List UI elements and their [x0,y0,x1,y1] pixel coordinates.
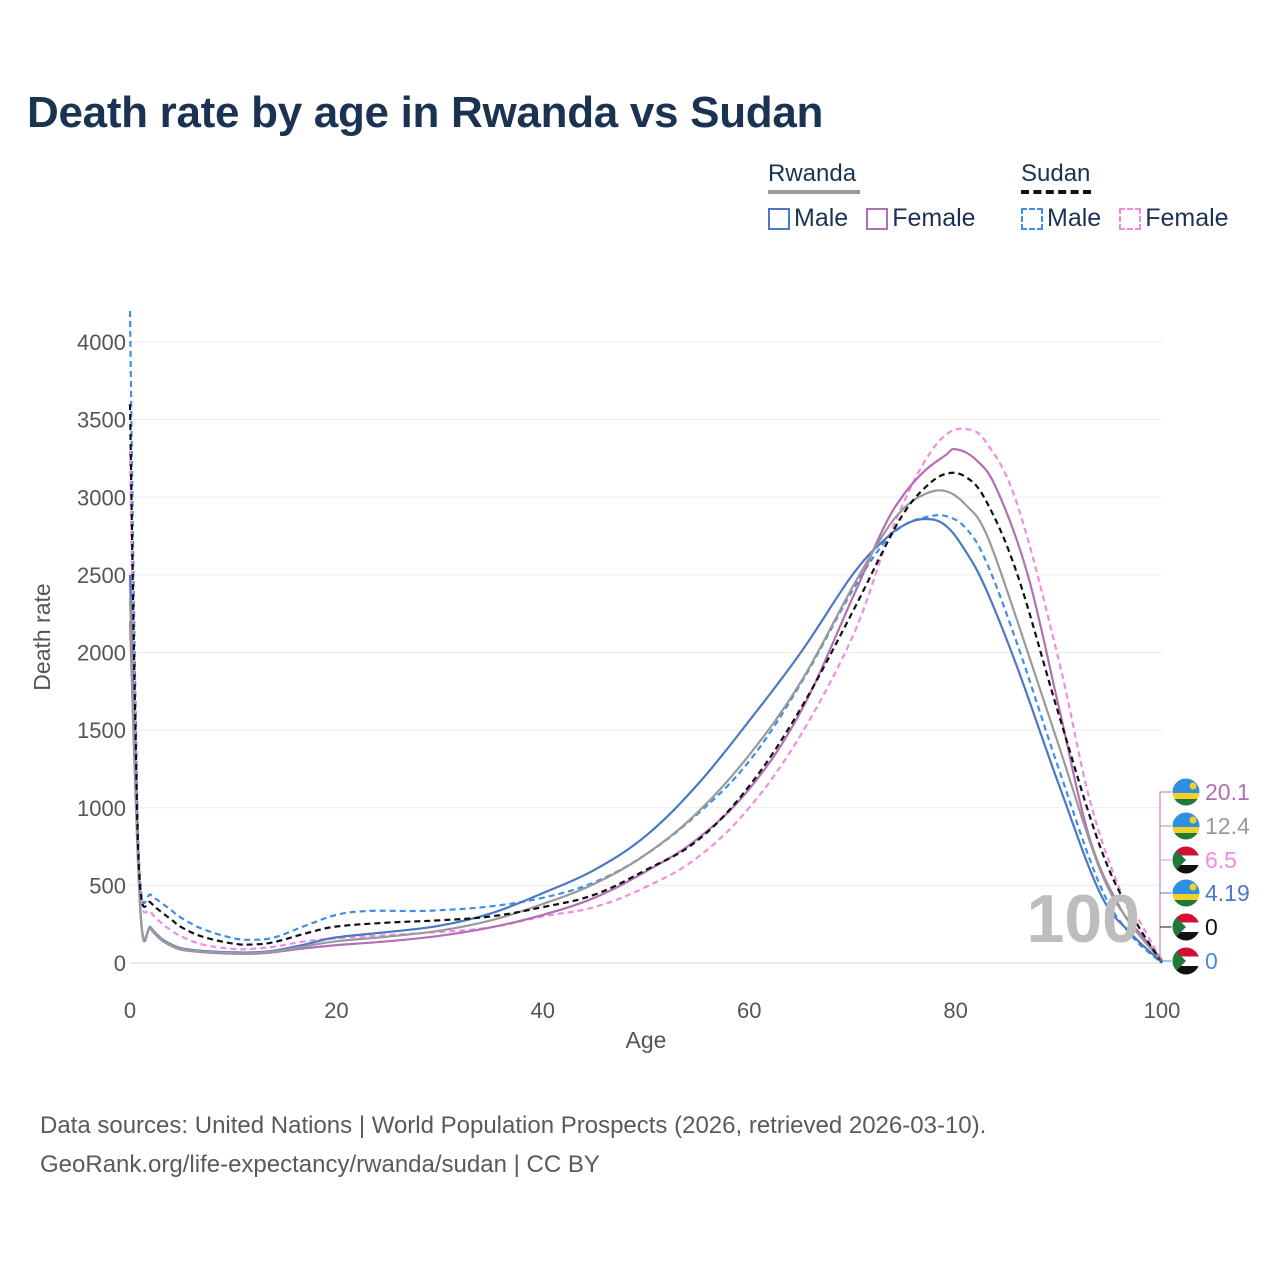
sudan-flag-icon [1171,912,1201,942]
grid [130,341,1162,964]
legend-rwanda-line [768,190,860,194]
x-tick-label: 0 [124,998,136,1023]
legend-sudan-male-swatch [1021,207,1043,230]
rwanda-flag-icon [1171,878,1201,908]
y-tick-label: 500 [89,873,126,898]
end-value-label: 6.5 [1205,847,1237,873]
end-value-label: 0 [1205,914,1218,940]
sudan-flag-icon [1171,946,1201,976]
series-line-rwanda-female[interactable] [128,447,1163,961]
age-readout: 100 [1027,881,1140,957]
legend-rwanda-female-swatch [866,207,889,230]
y-tick-label: 4000 [77,330,126,355]
series-lines [128,310,1163,964]
series-line-sudan-total[interactable] [128,404,1163,964]
legend-sudan-female[interactable]: Female [1119,204,1229,233]
footer-sources: Data sources: United Nations | World Pop… [40,1112,987,1139]
legend-rwanda-female[interactable]: Female [866,204,976,233]
legend-sudan: Sudan Male Female [1021,160,1229,233]
y-tick-label: 1000 [77,796,126,821]
legend-rwanda: Rwanda Male Female [768,160,976,233]
legend-rwanda-male-label: Male [794,204,849,232]
legend-rwanda-female-label: Female [892,204,976,232]
x-tick-label: 80 [943,998,967,1023]
legend-rwanda-male-swatch [768,207,790,230]
y-tick-label: 2500 [77,563,126,588]
end-value-label: 20.1 [1205,779,1250,805]
footer: Data sources: United Nations | World Pop… [40,1106,986,1184]
rwanda-flag-icon [1171,777,1201,807]
end-value-label: 0 [1205,948,1218,974]
legend-rwanda-label: Rwanda [768,160,857,187]
legend-sudan-male[interactable]: Male [1021,204,1101,233]
end-labels: 20.1 12.4 6.5 4.19 0 0 [1159,777,1250,976]
legend-sudan-label: Sudan [1021,160,1091,187]
axes: 0 500 1000 1500 2000 2500 3000 3500 4000 0 20 40 60 8… [29,330,1180,1053]
sudan-flag-icon [1171,845,1201,875]
y-tick-label: 1500 [77,718,126,743]
end-value-label: 4.19 [1205,880,1250,906]
series-line-sudan-female[interactable] [128,427,1163,963]
legend-rwanda-male[interactable]: Male [768,204,848,233]
x-tick-label: 20 [324,998,348,1023]
y-tick-label: 3000 [77,485,126,510]
end-value-label: 12.4 [1205,813,1250,839]
footer-link[interactable]: GeoRank.org/life-expectancy/rwanda/sudan… [40,1151,600,1178]
y-tick-label: 0 [114,951,126,976]
series-line-rwanda-total[interactable] [128,489,1163,962]
y-tick-label: 2000 [77,641,126,666]
rwanda-flag-icon [1171,811,1201,841]
y-axis-title: Death rate [29,583,55,690]
x-tick-label: 60 [737,998,761,1023]
series-line-sudan-male[interactable] [128,310,1163,964]
legend-sudan-male-label: Male [1047,204,1102,232]
chart-title: Death rate by age in Rwanda vs Sudan [27,88,824,137]
end-label-connector [1159,791,1174,963]
x-tick-label: 100 [1144,998,1181,1023]
y-tick-label: 3500 [77,408,126,433]
x-tick-label: 40 [531,998,555,1023]
x-axis-title: Age [626,1027,667,1053]
legend-sudan-female-label: Female [1145,204,1229,232]
series-line-rwanda-male[interactable] [128,517,1163,964]
legend-sudan-female-swatch [1119,207,1142,230]
legend-sudan-line [1021,190,1091,194]
